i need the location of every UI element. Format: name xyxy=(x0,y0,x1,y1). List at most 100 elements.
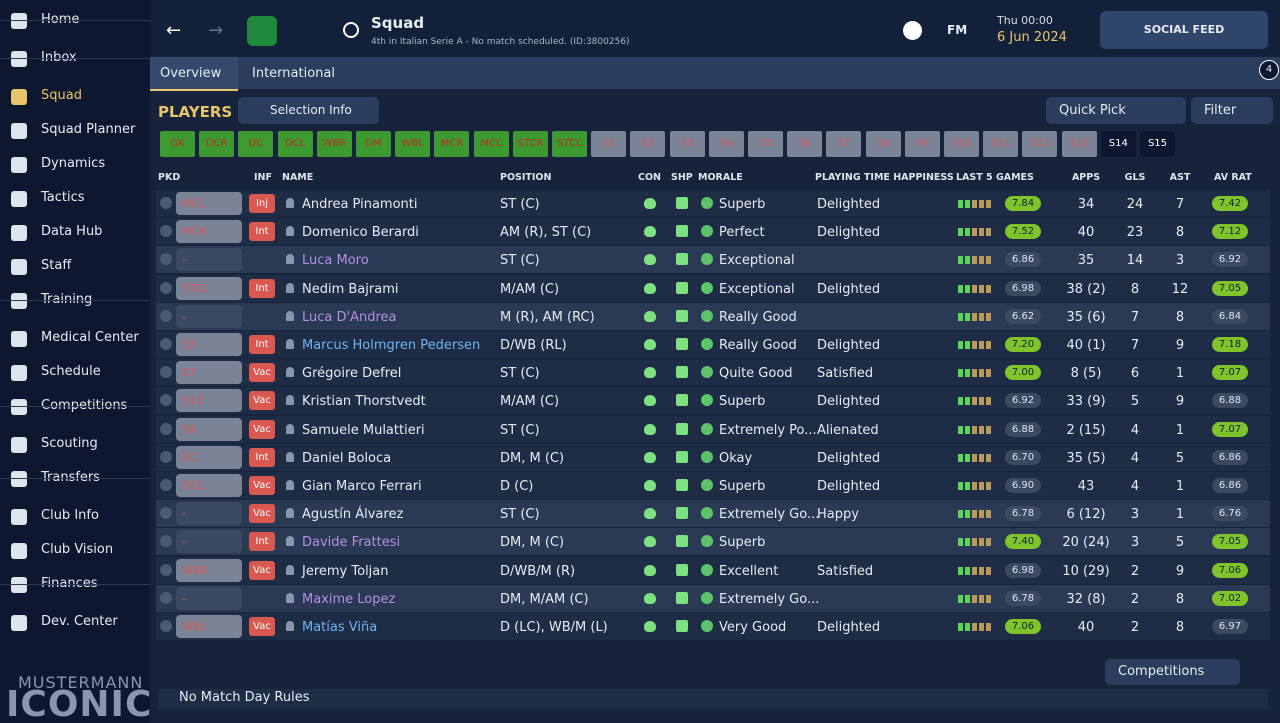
position-chip[interactable]: MCR xyxy=(434,131,470,157)
social-feed[interactable]: SOCIAL FEED xyxy=(1100,11,1268,49)
player-name[interactable]: Samuele Mulattieri xyxy=(302,422,425,438)
table-row[interactable] xyxy=(156,387,1270,415)
column-header[interactable]: AST xyxy=(1169,172,1191,183)
position-chip[interactable]: S5 xyxy=(748,131,783,157)
player-name[interactable]: Luca D'Andrea xyxy=(302,309,397,325)
player-name[interactable]: Marcus Holmgren Pedersen xyxy=(302,338,481,353)
table-row[interactable] xyxy=(156,190,1270,217)
nav-icon[interactable] xyxy=(11,331,27,347)
player-name[interactable]: Gian Marco Ferrari xyxy=(302,479,422,494)
nav-item[interactable]: Tactics xyxy=(41,190,85,205)
back[interactable]: ← xyxy=(166,20,182,41)
nav-item[interactable]: Staff xyxy=(41,258,72,273)
nav-item[interactable]: Home xyxy=(41,12,80,27)
position-chip[interactable]: DCL xyxy=(277,131,313,157)
nav-item[interactable]: Schedule xyxy=(41,364,101,379)
position-chip[interactable]: WBL xyxy=(395,131,431,157)
position-chip[interactable]: S7 xyxy=(826,131,862,157)
tab[interactable]: Overview xyxy=(160,66,222,81)
player-name[interactable]: Domenico Berardi xyxy=(302,225,419,241)
player-name[interactable]: Matías Viña xyxy=(302,620,378,635)
pkd-selector[interactable]: - xyxy=(176,530,242,554)
nav-item[interactable]: Dev. Center xyxy=(41,614,118,629)
pkd-selector[interactable]: WBR xyxy=(176,558,242,582)
column-header[interactable]: AV RAT xyxy=(1214,172,1252,183)
nav-icon[interactable] xyxy=(11,293,27,309)
player-name[interactable]: Daniel Boloca xyxy=(302,450,392,466)
position-chip[interactable]: S1 xyxy=(591,131,627,157)
nav-item[interactable]: Competitions xyxy=(41,398,128,413)
column-header[interactable]: PKD xyxy=(158,172,181,183)
competitions[interactable]: Competitions xyxy=(1105,659,1240,685)
position-chip[interactable]: S2 xyxy=(630,131,666,157)
player-name[interactable]: Jeremy Toljan xyxy=(302,563,389,579)
column-header[interactable]: APPS xyxy=(1071,172,1101,183)
table-row[interactable] xyxy=(156,528,1270,556)
table-row[interactable] xyxy=(156,302,1270,330)
table-row[interactable] xyxy=(156,218,1270,246)
position-chip[interactable]: S13 xyxy=(1061,131,1097,157)
nav-item[interactable]: Medical Center xyxy=(41,330,139,345)
selection-info[interactable]: Selection Info xyxy=(238,97,379,124)
nav-icon[interactable] xyxy=(11,13,27,29)
player-name[interactable]: Nedim Bajrami xyxy=(302,281,399,297)
pkd-selector[interactable]: S13 xyxy=(176,389,242,413)
player-name[interactable]: Andrea Pinamonti xyxy=(302,197,418,212)
table-row[interactable] xyxy=(156,500,1270,528)
position-chip[interactable]: STCR xyxy=(512,131,548,157)
pkd-selector[interactable]: - xyxy=(176,304,242,328)
nav-icon[interactable] xyxy=(11,437,27,453)
position-chip[interactable]: GK xyxy=(160,131,195,157)
pkd-selector[interactable]: DC xyxy=(176,445,242,469)
nav-icon[interactable] xyxy=(11,157,27,173)
nav-icon[interactable] xyxy=(11,509,27,525)
table-row[interactable] xyxy=(156,584,1270,612)
nav-icon[interactable] xyxy=(11,399,27,415)
pkd-selector[interactable]: - xyxy=(176,502,242,526)
position-chip[interactable]: WBR xyxy=(316,131,352,157)
tab[interactable]: International xyxy=(252,66,335,81)
column-header[interactable]: SHP xyxy=(671,172,693,183)
pkd-selector[interactable]: S7 xyxy=(176,361,242,385)
position-chip[interactable]: STCL xyxy=(552,131,587,157)
player-name[interactable]: Kristian Thorstvedt xyxy=(302,394,426,410)
nav-icon[interactable] xyxy=(11,615,27,631)
nav-icon[interactable] xyxy=(11,191,27,207)
table-row[interactable] xyxy=(156,274,1270,302)
nav-item[interactable]: Dynamics xyxy=(41,156,106,171)
position-chip[interactable]: S14 xyxy=(1100,131,1136,157)
player-name[interactable]: Luca Moro xyxy=(302,253,369,269)
table-row[interactable] xyxy=(156,359,1270,387)
position-chip[interactable]: MCL xyxy=(473,131,509,157)
nav-item[interactable]: Squad xyxy=(41,88,82,103)
column-header[interactable]: PLAYING TIME HAPPINESS xyxy=(815,172,954,183)
position-chip[interactable]: DM xyxy=(356,131,391,157)
pkd-selector[interactable]: S5 xyxy=(176,333,242,356)
nav-icon[interactable] xyxy=(11,365,27,381)
nav-item[interactable]: Club Vision xyxy=(41,542,114,557)
forward[interactable]: → xyxy=(208,20,224,41)
nav-icon[interactable] xyxy=(11,259,27,275)
nav-icon[interactable] xyxy=(11,89,27,105)
pkd-selector[interactable]: DCL xyxy=(176,474,242,497)
player-name[interactable]: Davide Frattesi xyxy=(302,535,401,551)
nav-item[interactable]: Training xyxy=(41,292,93,307)
pkd-selector[interactable]: MCL xyxy=(176,192,242,215)
quick-pick[interactable]: Quick Pick xyxy=(1046,97,1186,124)
column-header[interactable]: LAST 5 GAMES xyxy=(956,172,1034,183)
pkd-selector[interactable]: MCR xyxy=(176,220,242,244)
club-badge[interactable] xyxy=(247,16,277,46)
table-row[interactable] xyxy=(156,331,1270,358)
help[interactable] xyxy=(903,21,922,40)
table-row[interactable] xyxy=(156,556,1270,584)
nav-item[interactable]: Data Hub xyxy=(41,224,103,239)
nav-item[interactable]: Finances xyxy=(41,576,98,591)
column-header[interactable]: NAME xyxy=(282,172,314,183)
position-chip[interactable]: S4 xyxy=(708,131,744,157)
position-chip[interactable]: S10 xyxy=(944,131,979,157)
pkd-selector[interactable]: STCL xyxy=(176,276,242,300)
pkd-selector[interactable]: - xyxy=(176,586,242,610)
column-header[interactable]: INF xyxy=(254,172,272,183)
nav-item[interactable]: Scouting xyxy=(41,436,98,451)
fm-button[interactable]: FM xyxy=(947,23,968,37)
